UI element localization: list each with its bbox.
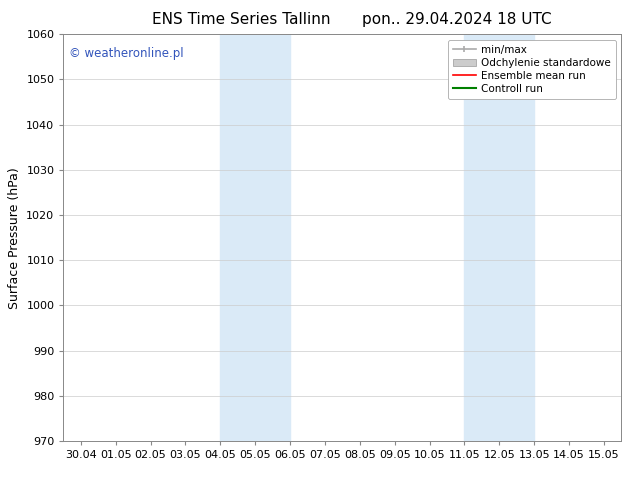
Text: ENS Time Series Tallinn: ENS Time Series Tallinn (152, 12, 330, 27)
Bar (221, 34, 290, 441)
Text: © weatheronline.pl: © weatheronline.pl (69, 47, 184, 59)
Y-axis label: Surface Pressure (hPa): Surface Pressure (hPa) (8, 167, 21, 309)
Text: pon.. 29.04.2024 18 UTC: pon.. 29.04.2024 18 UTC (361, 12, 552, 27)
Bar (464, 34, 534, 441)
Legend: min/max, Odchylenie standardowe, Ensemble mean run, Controll run: min/max, Odchylenie standardowe, Ensembl… (448, 40, 616, 99)
